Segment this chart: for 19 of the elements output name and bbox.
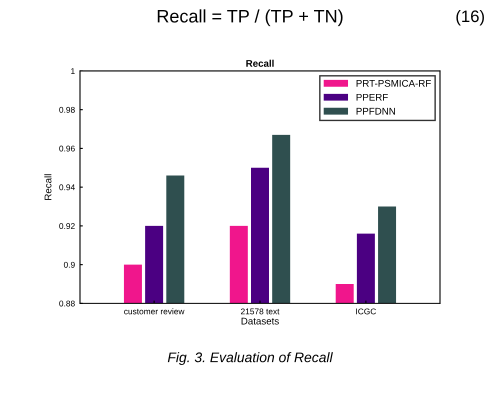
x-tick-label: customer review	[124, 308, 184, 314]
y-tick-label: 0.92	[59, 223, 75, 229]
caption: Fig. 3. Evaluation of Recall	[168, 352, 333, 366]
text: (16)	[456, 10, 484, 26]
y-tick-label: 0.88	[59, 300, 75, 306]
y-tick-label: 0.9	[64, 262, 75, 268]
y-tick-label: 0.98	[59, 106, 75, 113]
chart-title: Recall	[246, 60, 274, 67]
x-tick-label: 21578 text	[240, 308, 280, 314]
y-axis-title: Recall	[44, 174, 52, 200]
y-tick-label: 1	[71, 68, 75, 74]
legend-label: PPERF	[356, 94, 388, 101]
x-tick-label: ICGC	[356, 308, 376, 314]
y-tick-label: 0.94	[59, 184, 75, 190]
legend-label: PRT-PSMICA-RF	[356, 80, 431, 87]
x-axis-title: Datasets	[242, 318, 279, 325]
text: Recall = TP / (TP + TN)	[158, 9, 343, 26]
legend-label: PPFDNN	[356, 108, 395, 115]
y-tick-label: 0.96	[59, 146, 75, 152]
